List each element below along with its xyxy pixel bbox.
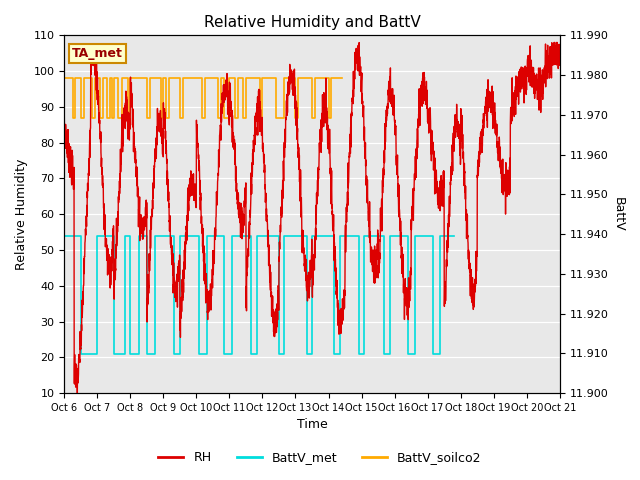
Title: Relative Humidity and BattV: Relative Humidity and BattV [204, 15, 420, 30]
Y-axis label: Relative Humidity: Relative Humidity [15, 158, 28, 270]
X-axis label: Time: Time [296, 419, 328, 432]
Y-axis label: BattV: BattV [612, 197, 625, 231]
Legend: RH, BattV_met, BattV_soilco2: RH, BattV_met, BattV_soilco2 [154, 446, 486, 469]
Text: TA_met: TA_met [72, 47, 123, 60]
